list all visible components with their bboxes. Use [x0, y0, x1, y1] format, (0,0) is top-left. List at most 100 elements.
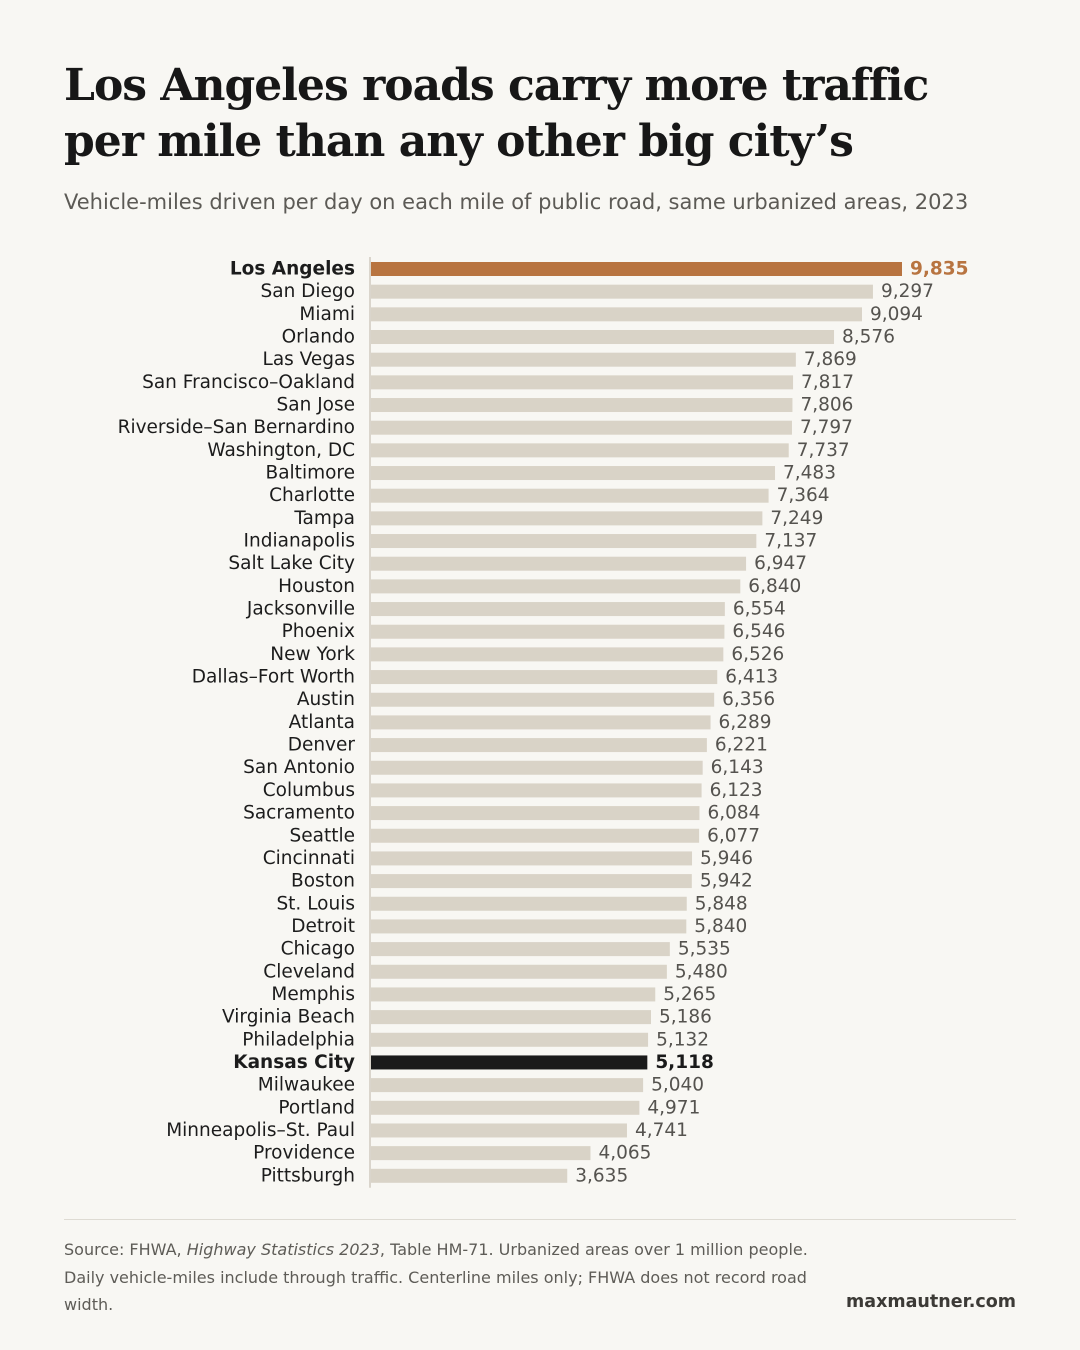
- bar-sacramento: [371, 806, 700, 821]
- category-label-pittsburgh: Pittsburgh: [261, 1165, 355, 1186]
- category-label-chicago: Chicago: [281, 939, 355, 960]
- bar-detroit: [371, 919, 687, 934]
- bar-washington-dc: [371, 443, 789, 458]
- bar-minneapolis-st-paul: [371, 1123, 627, 1138]
- bar-los-angeles: [371, 262, 902, 276]
- category-label-indianapolis: Indianapolis: [244, 531, 355, 552]
- bar-orlando: [371, 330, 835, 345]
- bar-san-diego: [371, 284, 873, 299]
- value-label-cincinnati: 5,946: [700, 848, 753, 869]
- category-label-san-antonio: San Antonio: [243, 757, 355, 778]
- value-label-salt-lake-city: 6,947: [754, 553, 807, 574]
- category-label-atlanta: Atlanta: [289, 712, 355, 733]
- bar-las-vegas: [371, 352, 796, 367]
- value-label-jacksonville: 6,554: [733, 599, 786, 620]
- value-label-seattle: 6,077: [707, 825, 760, 846]
- bar-baltimore: [371, 466, 776, 481]
- value-label-new-york: 6,526: [731, 644, 784, 665]
- value-label-san-antonio: 6,143: [711, 757, 764, 778]
- bar-cincinnati: [371, 851, 693, 866]
- bar-row-cincinnati: Cincinnati 5,946: [263, 848, 753, 869]
- bar-philadelphia: [371, 1032, 649, 1047]
- bar-miami: [371, 307, 862, 322]
- category-label-charlotte: Charlotte: [269, 485, 355, 506]
- bar-row-houston: Houston 6,840: [278, 576, 801, 597]
- bar-row-baltimore: Baltimore 7,483: [266, 463, 836, 484]
- bar-row-orlando: Orlando 8,576: [282, 327, 895, 348]
- bar-charlotte: [371, 488, 769, 503]
- value-label-houston: 6,840: [748, 576, 801, 597]
- bar-row-atlanta: Atlanta 6,289: [289, 712, 772, 733]
- bar-denver: [371, 738, 707, 753]
- value-label-austin: 6,356: [722, 689, 775, 710]
- chart-subtitle: Vehicle-miles driven per day on each mil…: [64, 190, 969, 214]
- bar-row-providence: Providence 4,065: [253, 1143, 651, 1164]
- bar-row-salt-lake-city: Salt Lake City 6,947: [228, 553, 807, 574]
- bar-row-riverside-san-bernardino: Riverside–San Bernardino 7,797: [118, 417, 853, 438]
- category-label-salt-lake-city: Salt Lake City: [228, 553, 355, 574]
- category-label-dallas-fort-worth: Dallas–Fort Worth: [192, 667, 355, 688]
- bar-san-antonio: [371, 760, 703, 775]
- category-label-houston: Houston: [278, 576, 355, 597]
- chart-title: Los Angeles roads carry more traffic per…: [64, 58, 1024, 170]
- source-publication: Highway Statistics 2023: [186, 1240, 380, 1259]
- value-label-san-francisco-oakland: 7,817: [801, 372, 854, 393]
- bar-row-minneapolis-st-paul: Minneapolis–St. Paul 4,741: [166, 1120, 688, 1141]
- bar-boston: [371, 874, 692, 889]
- category-label-phoenix: Phoenix: [282, 621, 355, 642]
- category-label-minneapolis-st-paul: Minneapolis–St. Paul: [166, 1120, 355, 1141]
- bar-st-louis: [371, 896, 687, 911]
- bar-row-dallas-fort-worth: Dallas–Fort Worth 6,413: [192, 667, 778, 688]
- value-label-memphis: 5,265: [663, 984, 716, 1005]
- category-label-riverside-san-bernardino: Riverside–San Bernardino: [118, 417, 355, 438]
- bar-row-columbus: Columbus 6,123: [263, 780, 763, 801]
- bar-row-detroit: Detroit 5,840: [291, 916, 747, 937]
- value-label-miami: 9,094: [870, 304, 923, 325]
- value-label-sacramento: 6,084: [707, 803, 760, 824]
- bar-virginia-beach: [371, 1010, 651, 1025]
- bar-indianapolis: [371, 534, 757, 549]
- bar-salt-lake-city: [371, 556, 747, 571]
- bar-houston: [371, 579, 741, 594]
- bar-row-pittsburgh: Pittsburgh 3,635: [261, 1165, 628, 1186]
- bar-milwaukee: [371, 1078, 644, 1093]
- category-label-jacksonville: Jacksonville: [246, 599, 355, 620]
- bar-pittsburgh: [371, 1168, 568, 1183]
- category-label-washington-dc: Washington, DC: [207, 440, 355, 461]
- value-label-atlanta: 6,289: [719, 712, 772, 733]
- bar-memphis: [371, 987, 656, 1002]
- bar-row-memphis: Memphis 5,265: [271, 984, 716, 1005]
- category-label-st-louis: St. Louis: [276, 893, 355, 914]
- category-label-baltimore: Baltimore: [266, 463, 355, 484]
- category-label-san-jose: San Jose: [277, 395, 355, 416]
- bar-row-kansas-city: Kansas City 5,118: [233, 1052, 714, 1073]
- bar-row-las-vegas: Las Vegas 7,869: [263, 349, 857, 370]
- bar-columbus: [371, 783, 702, 798]
- site-credit: maxmautner.com: [846, 1292, 1016, 1312]
- bar-row-san-jose: San Jose 7,806: [277, 395, 854, 416]
- bar-dallas-fort-worth: [371, 670, 718, 685]
- footer-divider: [64, 1219, 1016, 1220]
- value-label-st-louis: 5,848: [695, 893, 748, 914]
- value-label-denver: 6,221: [715, 735, 768, 756]
- category-label-boston: Boston: [291, 871, 355, 892]
- category-label-cincinnati: Cincinnati: [263, 848, 355, 869]
- value-label-riverside-san-bernardino: 7,797: [800, 417, 853, 438]
- source-note: Source: FHWA, Highway Statistics 2023, T…: [64, 1236, 824, 1319]
- value-label-tampa: 7,249: [770, 508, 823, 529]
- bar-row-seattle: Seattle 6,077: [290, 825, 761, 846]
- category-label-virginia-beach: Virginia Beach: [222, 1007, 355, 1028]
- value-label-pittsburgh: 3,635: [575, 1165, 628, 1186]
- value-label-boston: 5,942: [700, 871, 753, 892]
- category-label-new-york: New York: [270, 644, 355, 665]
- bar-portland: [371, 1100, 640, 1115]
- category-label-philadelphia: Philadelphia: [242, 1029, 355, 1050]
- bar-row-new-york: New York 6,526: [270, 644, 784, 665]
- value-label-philadelphia: 5,132: [656, 1029, 709, 1050]
- value-label-kansas-city: 5,118: [655, 1052, 714, 1073]
- bar-row-tampa: Tampa 7,249: [293, 508, 823, 529]
- bar-row-sacramento: Sacramento 6,084: [243, 803, 760, 824]
- bar-row-boston: Boston 5,942: [291, 871, 753, 892]
- value-label-cleveland: 5,480: [675, 961, 728, 982]
- bar-row-virginia-beach: Virginia Beach 5,186: [222, 1007, 712, 1028]
